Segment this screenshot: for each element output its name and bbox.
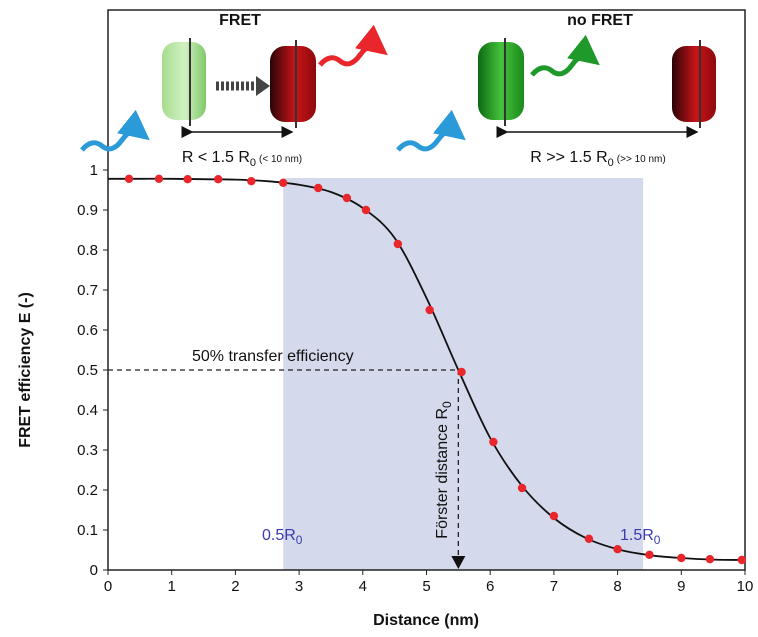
label-note: (>> 10 nm) [617, 154, 666, 165]
data-point [705, 555, 715, 564]
annotation: Förster distance R0 [434, 401, 454, 539]
label: no FRET [567, 12, 633, 29]
donor [162, 42, 206, 120]
x-axis-label: Distance (nm) [373, 612, 479, 629]
data-point [214, 175, 223, 184]
data-point [737, 555, 747, 565]
data-point [489, 437, 498, 447]
x-tick-label: 1 [168, 578, 176, 595]
data-point [154, 174, 164, 183]
data-point [342, 193, 352, 203]
annotation-sub: 0 [440, 401, 454, 408]
data-point [393, 239, 403, 249]
label: FRET [219, 12, 261, 29]
x-tick-label: 7 [550, 578, 558, 595]
data-point [517, 483, 527, 493]
label-sub: 0 [608, 157, 614, 169]
reference-arrowhead [451, 556, 466, 569]
excitation-arrow [396, 109, 466, 152]
x-tick-label: 8 [613, 578, 621, 595]
y-tick-label: 0.5 [77, 362, 98, 379]
data-point [425, 305, 434, 315]
label-text: R >> 1.5 R [530, 149, 607, 166]
data-point [677, 553, 686, 563]
annotation-text: 0.5R [262, 527, 296, 544]
data-point [183, 175, 192, 184]
label-text: R < 1.5 R [182, 149, 250, 166]
label-note: (< 10 nm) [259, 154, 302, 165]
y-tick-label: 0.2 [77, 482, 98, 499]
x-tick-label: 4 [359, 578, 367, 595]
emission-arrow [318, 24, 388, 67]
y-tick-label: 0 [90, 562, 98, 579]
x-tick-label: 2 [231, 578, 239, 595]
distance-label: R < 1.5 R0 (< 10 nm) [182, 149, 302, 169]
x-tick-label: 3 [295, 578, 303, 595]
y-tick-label: 0.4 [77, 402, 98, 419]
y-tick-label: 0.8 [77, 242, 98, 259]
y-tick-label: 0.3 [77, 442, 98, 459]
y-tick-label: 0.9 [77, 202, 98, 219]
annotation-text: Förster distance R [434, 408, 451, 539]
x-tick-label: 5 [422, 578, 430, 595]
x-tick-label: 10 [737, 578, 754, 595]
illustration: FRET R < 1.5 R0 (< 10 nm) no FRET R >> 1.… [80, 12, 716, 169]
data-point [549, 511, 559, 521]
data-point [124, 174, 134, 183]
data-point [314, 183, 323, 193]
annotation: 1.5R0 [620, 527, 661, 547]
acceptor [270, 46, 316, 122]
excitation-arrow [80, 109, 150, 152]
data-point [584, 534, 594, 543]
annotation: 50% transfer efficiency [192, 348, 354, 365]
x-tick-label: 0 [104, 578, 112, 595]
annotation-sub: 0 [654, 533, 661, 547]
x-tick-label: 6 [486, 578, 494, 595]
data-point [645, 550, 654, 559]
annotation-sub: 0 [296, 533, 303, 547]
distance-label: R >> 1.5 R0 (>> 10 nm) [530, 149, 665, 169]
donor [478, 42, 524, 120]
plot-area: 0 1 2 3 4 5 6 7 8 9 1000.10.20.30.40.50.60.70.80.9… [77, 9, 754, 595]
data-point [278, 178, 288, 187]
data-point [247, 177, 256, 186]
data-point [457, 367, 466, 377]
annotation: 0.5R0 [262, 527, 303, 547]
data-point [361, 205, 371, 215]
label-sub: 0 [250, 157, 256, 169]
y-tick-label: 0.6 [77, 322, 98, 339]
transfer-arrowhead [256, 76, 270, 96]
y-axis-label: FRET efficiency E (-) [17, 292, 34, 448]
annotation-text: 1.5R [620, 527, 654, 544]
x-tick-label: 9 [677, 578, 685, 595]
y-tick-label: 0.1 [77, 522, 98, 539]
data-point [613, 545, 622, 554]
y-tick-label: 1 [90, 162, 98, 179]
acceptor [672, 46, 716, 122]
emission-arrow [530, 34, 600, 77]
y-tick-label: 0.7 [77, 282, 98, 299]
